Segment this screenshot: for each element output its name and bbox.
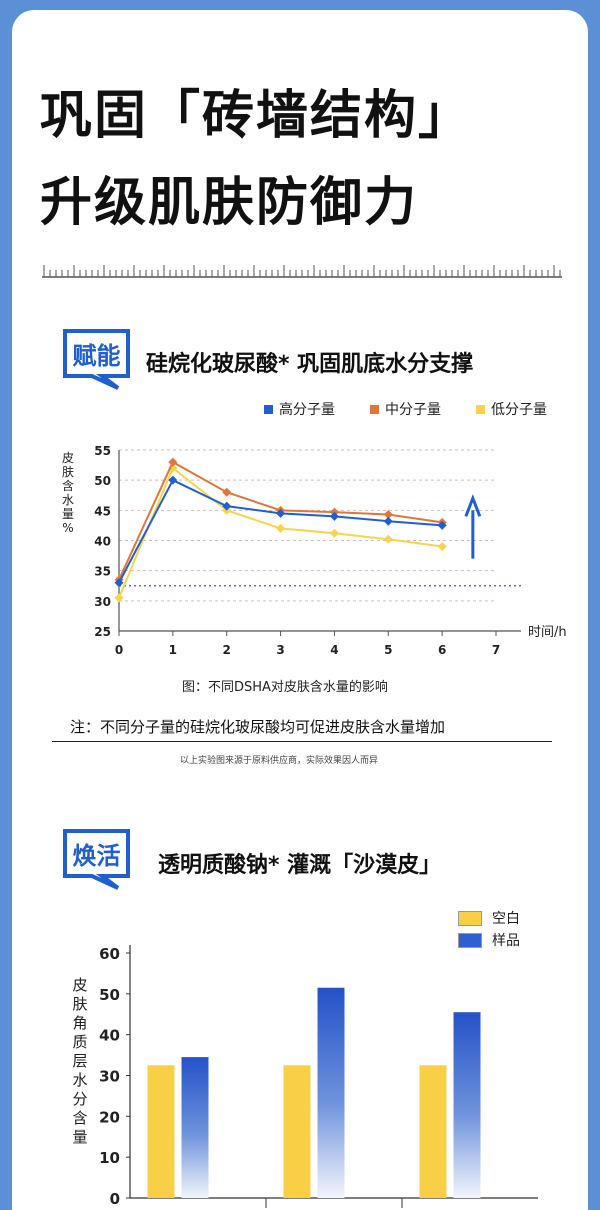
data-point [383, 516, 393, 526]
y-tick-label: 40 [94, 535, 111, 549]
y-tick-label: 30 [94, 595, 111, 609]
y-tick-label: 55 [94, 444, 111, 458]
x-axis-label: 时间/h [528, 625, 567, 640]
x-tick-label: 5 [384, 643, 392, 657]
y-tick-label: 30 [99, 1068, 120, 1086]
legend-item-high: 高分子量 [264, 399, 335, 419]
x-tick-label: 1 [169, 643, 177, 657]
y-axis-label-char: 分 [72, 1090, 87, 1108]
source-disclaimer: 以上实验图来源于原料供应商，实际效果因人而异 [180, 756, 379, 766]
data-point [329, 528, 339, 538]
note-divider [52, 741, 552, 742]
y-tick-label: 20 [99, 1108, 120, 1126]
legend-label-low: 低分子量 [491, 402, 547, 418]
legend-swatch-mid [370, 404, 379, 414]
section1-badge: 赋能 [62, 328, 138, 390]
y-axis-label-char: 含 [62, 478, 74, 493]
legend-item-low: 低分子量 [476, 399, 547, 419]
section2-badge: 焕活 [62, 828, 138, 890]
y-axis-label-char: 质 [72, 1033, 87, 1051]
y-axis-label-char: 角 [72, 1014, 87, 1032]
x-tick-label: 2 [223, 643, 231, 657]
y-axis-label-char: 层 [72, 1052, 87, 1070]
speech-bubble-icon [63, 329, 130, 390]
legend-label-blank: 空白 [492, 911, 520, 927]
section2-heading: 透明质酸钠* 灌溉「沙漠皮」 [158, 853, 442, 878]
legend-label-mid: 中分子量 [385, 402, 441, 418]
legend-item-mid: 中分子量 [370, 399, 441, 419]
y-axis-label-char: 水 [62, 493, 74, 507]
x-tick-label: 3 [276, 643, 284, 657]
data-point [437, 542, 447, 552]
x-tick-label: 7 [492, 643, 500, 657]
legend-item-sample: 样品 [458, 930, 520, 950]
legend-label-high: 高分子量 [279, 402, 335, 418]
x-tick-label: 0 [115, 643, 123, 657]
legend-swatch-high [264, 404, 273, 414]
section2-badge-label: 焕活 [72, 842, 121, 870]
y-tick-label: 50 [99, 986, 120, 1004]
page-title-line2: 升级肌肤防御力 [40, 173, 419, 233]
y-tick-label: 25 [94, 625, 111, 639]
data-point [222, 501, 232, 511]
y-axis-label-char: 肤 [62, 464, 74, 479]
y-axis-label-char: 皮 [62, 451, 74, 465]
y-axis-label-char: 量 [72, 1128, 87, 1146]
data-point [168, 475, 178, 485]
y-tick-label: 50 [94, 474, 111, 488]
speech-bubble-icon [63, 829, 130, 890]
bar-blank [419, 1065, 447, 1198]
up-arrow-icon [464, 494, 482, 517]
y-tick-label: 45 [94, 504, 111, 518]
data-point [276, 508, 286, 518]
y-axis-label-char: 肤 [72, 995, 87, 1013]
y-axis-label-char: 量 [62, 507, 74, 521]
y-tick-label: 35 [94, 565, 111, 579]
bar-blank [147, 1065, 175, 1198]
section1-badge-label: 赋能 [72, 342, 121, 370]
y-axis-label-char: % [62, 521, 73, 535]
content-card: 巩固「砖墙结构」 升级肌肤防御力 赋能 硅烷化玻尿酸* 巩固肌底水分支撑 高分子… [12, 10, 588, 1210]
x-tick-label: 4 [330, 643, 338, 657]
y-tick-label: 40 [99, 1027, 120, 1045]
data-point [222, 487, 232, 497]
y-axis-label-char: 含 [72, 1109, 87, 1127]
y-tick-label: 60 [99, 945, 120, 963]
bar-blank [283, 1065, 311, 1198]
x-tick-label: 6 [438, 643, 446, 657]
bar-sample [453, 1012, 481, 1198]
data-point [276, 523, 286, 533]
chart1-caption: 图：不同DSHA对皮肤含水量的影响 [182, 680, 388, 695]
data-point [168, 457, 178, 467]
y-tick-label: 0 [110, 1190, 120, 1208]
series-line-低分子量 [118, 466, 443, 599]
legend-label-sample: 样品 [492, 933, 520, 949]
data-point [437, 520, 447, 530]
data-point [329, 511, 339, 521]
data-point [383, 534, 393, 544]
bar-sample [317, 987, 345, 1198]
data-point [114, 578, 124, 588]
chart1-note: 注：不同分子量的硅烷化玻尿酸均可促进皮肤含水量增加 [70, 718, 446, 736]
legend-swatch-sample [458, 932, 482, 948]
data-point [114, 593, 124, 603]
section1-heading: 硅烷化玻尿酸* 巩固肌底水分支撑 [146, 352, 474, 377]
y-axis-label-char: 水 [72, 1071, 87, 1089]
legend-item-blank: 空白 [458, 908, 520, 928]
bar-sample [181, 1057, 209, 1198]
legend-swatch-low [476, 404, 485, 414]
y-axis-label-char: 皮 [72, 976, 87, 994]
legend-swatch-blank [458, 910, 482, 926]
page-title-line1: 巩固「砖墙结构」 [40, 86, 473, 146]
y-tick-label: 10 [99, 1149, 120, 1167]
ruler-divider [42, 265, 562, 278]
